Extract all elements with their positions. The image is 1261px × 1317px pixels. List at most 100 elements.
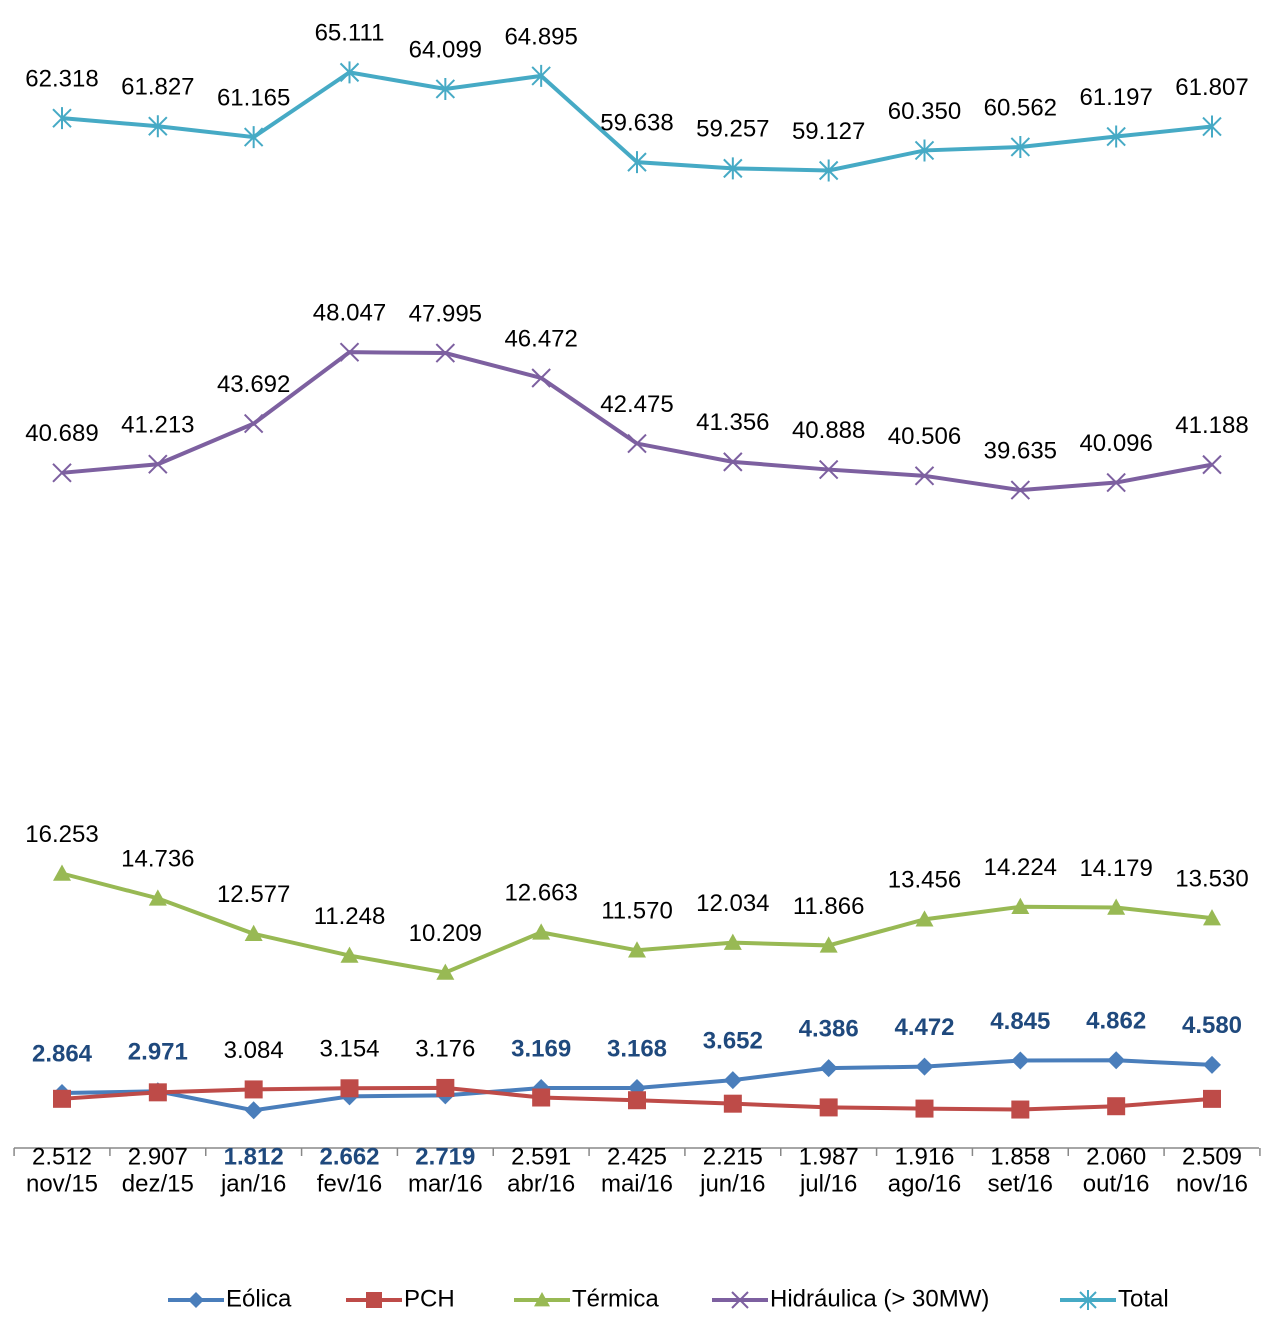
data-label: 14.224 bbox=[984, 854, 1057, 881]
data-label: 1.987 bbox=[799, 1143, 859, 1170]
data-label: 2.719 bbox=[415, 1143, 475, 1170]
marker bbox=[1106, 125, 1126, 148]
marker bbox=[723, 933, 742, 950]
marker bbox=[1107, 1097, 1126, 1116]
data-label: 14.179 bbox=[1079, 855, 1152, 882]
marker bbox=[534, 1292, 550, 1307]
x-tick-label: nov/15 bbox=[26, 1170, 98, 1197]
data-label: 60.350 bbox=[888, 98, 961, 125]
marker bbox=[244, 1101, 263, 1120]
data-label: 47.995 bbox=[409, 300, 482, 327]
marker bbox=[627, 151, 647, 174]
marker bbox=[1203, 1055, 1221, 1074]
data-label: 59.127 bbox=[792, 118, 865, 145]
data-label: 4.862 bbox=[1086, 1008, 1146, 1035]
marker bbox=[53, 1089, 71, 1108]
x-tick-label: fev/16 bbox=[317, 1170, 382, 1197]
data-label: 46.472 bbox=[504, 325, 577, 352]
data-label: 43.692 bbox=[217, 371, 290, 398]
data-label: 2.512 bbox=[32, 1143, 92, 1170]
data-label: 48.047 bbox=[313, 300, 386, 327]
marker bbox=[1010, 480, 1031, 500]
marker bbox=[915, 1057, 934, 1076]
data-label: 2.864 bbox=[32, 1040, 93, 1067]
marker bbox=[627, 433, 647, 454]
marker bbox=[148, 1083, 167, 1102]
marker bbox=[1010, 135, 1031, 158]
marker bbox=[148, 115, 168, 138]
data-label: 2.662 bbox=[319, 1143, 379, 1170]
data-label: 2.591 bbox=[511, 1143, 571, 1170]
data-label: 13.530 bbox=[1175, 865, 1248, 892]
data-label: 10.209 bbox=[409, 920, 482, 947]
data-label: 61.165 bbox=[217, 84, 290, 111]
marker bbox=[628, 1091, 646, 1110]
data-label: 2.971 bbox=[128, 1039, 188, 1066]
data-label: 2.425 bbox=[607, 1143, 667, 1170]
marker bbox=[819, 1059, 838, 1078]
marker bbox=[723, 452, 743, 472]
marker bbox=[148, 889, 167, 906]
data-label: 64.895 bbox=[504, 23, 577, 50]
data-label: 3.168 bbox=[607, 1035, 667, 1062]
data-label: 3.652 bbox=[703, 1027, 763, 1054]
x-tick-label: jan/16 bbox=[220, 1170, 286, 1197]
marker bbox=[819, 936, 838, 953]
data-label: 41.213 bbox=[121, 412, 194, 439]
legend-label: Hidráulica (> 30MW) bbox=[770, 1285, 989, 1312]
marker bbox=[339, 342, 360, 362]
marker bbox=[188, 1292, 204, 1308]
data-label: 2.060 bbox=[1086, 1143, 1146, 1170]
marker bbox=[243, 126, 264, 149]
marker bbox=[723, 157, 743, 180]
marker bbox=[915, 1099, 934, 1118]
marker bbox=[1011, 1051, 1030, 1070]
data-label: 62.318 bbox=[25, 66, 98, 93]
marker bbox=[532, 923, 551, 940]
data-label: 2.907 bbox=[128, 1143, 188, 1170]
data-label: 12.663 bbox=[504, 880, 577, 907]
data-label: 11.570 bbox=[601, 898, 673, 925]
data-label: 1.812 bbox=[224, 1143, 284, 1170]
data-label: 13.456 bbox=[888, 867, 961, 894]
marker bbox=[914, 466, 935, 486]
data-label: 2.215 bbox=[703, 1143, 763, 1170]
marker bbox=[731, 1291, 749, 1309]
marker bbox=[52, 463, 72, 483]
data-label: 61.827 bbox=[121, 74, 194, 101]
marker bbox=[818, 459, 839, 480]
data-label: 1.916 bbox=[894, 1143, 954, 1170]
x-tick-label: nov/16 bbox=[1176, 1170, 1248, 1197]
data-label: 16.253 bbox=[25, 821, 98, 848]
data-label: 3.154 bbox=[319, 1036, 379, 1063]
marker bbox=[340, 946, 359, 963]
marker bbox=[244, 924, 263, 941]
legend-label: Térmica bbox=[572, 1285, 659, 1312]
marker bbox=[723, 1071, 742, 1090]
x-tick-label: mai/16 bbox=[601, 1170, 673, 1197]
data-label: 41.356 bbox=[696, 409, 769, 436]
data-label: 11.866 bbox=[793, 893, 865, 920]
marker bbox=[435, 77, 456, 100]
marker bbox=[1011, 1100, 1030, 1119]
marker bbox=[628, 941, 646, 958]
x-tick-label: jul/16 bbox=[799, 1170, 857, 1197]
data-label: 11.248 bbox=[314, 903, 386, 930]
marker bbox=[1079, 1290, 1097, 1310]
data-label: 14.736 bbox=[121, 846, 194, 873]
marker bbox=[435, 343, 456, 363]
data-label: 42.475 bbox=[600, 391, 673, 418]
data-label: 65.111 bbox=[315, 20, 385, 47]
marker bbox=[339, 61, 360, 84]
marker bbox=[531, 64, 551, 87]
marker bbox=[818, 159, 839, 182]
data-label: 59.257 bbox=[696, 116, 769, 143]
marker bbox=[914, 139, 935, 162]
data-label: 3.169 bbox=[511, 1035, 571, 1062]
legend-label: PCH bbox=[404, 1285, 455, 1312]
data-label: 4.472 bbox=[894, 1014, 954, 1041]
data-label: 4.845 bbox=[990, 1008, 1050, 1035]
x-tick-label: out/16 bbox=[1083, 1170, 1150, 1197]
marker bbox=[52, 107, 72, 130]
